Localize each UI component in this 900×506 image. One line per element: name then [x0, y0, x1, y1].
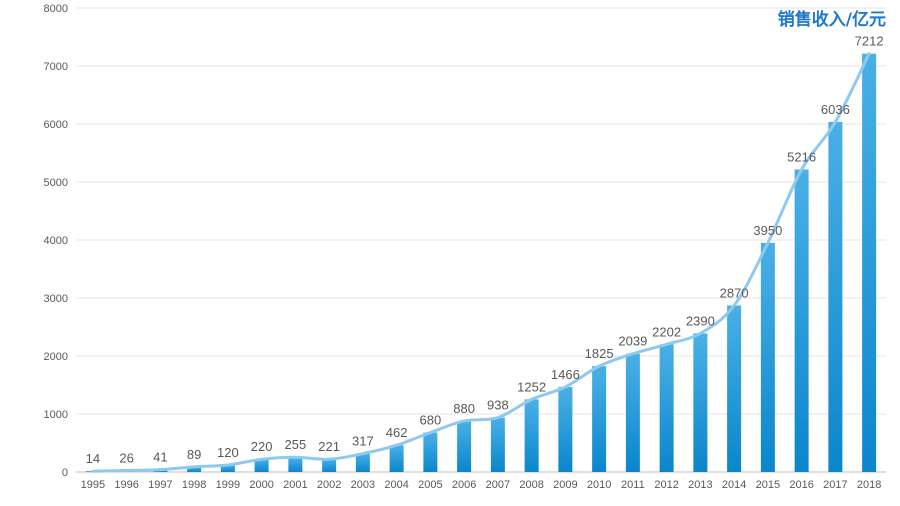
data-label-2010: 1825 — [585, 346, 614, 361]
bar-2009 — [558, 386, 573, 472]
y-tick-label: 8000 — [44, 3, 68, 15]
bar-2013 — [693, 333, 708, 472]
bar-2011 — [625, 353, 640, 472]
data-label-2000: 220 — [251, 439, 273, 454]
bar-2014 — [727, 305, 742, 472]
bar-2016 — [794, 169, 809, 473]
x-axis: 1995 1996 1997 1998 1999 2000 2001 2002 2003 2004… — [81, 479, 882, 491]
y-tick-label: 2000 — [44, 351, 68, 363]
bar-2017 — [828, 121, 843, 473]
trend-line — [91, 52, 871, 473]
y-axis: 0 1000 2000 3000 4000 5000 6000 7000 8000 — [44, 3, 886, 479]
x-tick-label: 2013 — [688, 479, 712, 491]
x-tick-label: 2006 — [452, 479, 476, 491]
data-label-1999: 120 — [217, 445, 239, 460]
x-tick-label: 2014 — [722, 479, 746, 491]
y-tick-label: 4000 — [44, 235, 68, 247]
x-tick-label: 2004 — [384, 479, 408, 491]
data-label-2016: 5216 — [787, 149, 816, 164]
data-label-2006: 880 — [453, 401, 475, 416]
bar-2018 — [862, 53, 877, 472]
data-label-2003: 317 — [352, 434, 374, 449]
x-tick-label: 1996 — [114, 479, 138, 491]
x-tick-label: 2000 — [249, 479, 273, 491]
data-label-1997: 41 — [153, 450, 167, 465]
bar-2005 — [423, 432, 438, 472]
x-tick-label: 2018 — [857, 479, 881, 491]
chart-legend-label: 销售收入/亿元 — [777, 10, 886, 30]
data-label-2009: 1466 — [551, 367, 580, 382]
bar-2006 — [457, 420, 472, 472]
data-label-2012: 2202 — [652, 324, 681, 339]
bar-2001 — [288, 457, 303, 472]
data-label-2005: 680 — [420, 413, 442, 428]
x-tick-label: 2017 — [823, 479, 847, 491]
x-tick-label: 2001 — [283, 479, 307, 491]
bar-2008 — [524, 399, 539, 472]
y-tick-label: 6000 — [44, 119, 68, 131]
data-label-2001: 255 — [285, 437, 307, 452]
x-tick-label: 2011 — [621, 479, 645, 491]
bar-2004 — [389, 445, 404, 472]
x-tick-label: 1995 — [81, 479, 105, 491]
x-tick-label: 2005 — [418, 479, 442, 491]
bar-2002 — [322, 459, 337, 472]
data-label-2008: 1252 — [517, 379, 546, 394]
bar-2015 — [760, 242, 775, 472]
y-tick-label: 0 — [62, 467, 68, 479]
data-label-2015: 3950 — [753, 223, 782, 238]
x-tick-label: 2002 — [317, 479, 341, 491]
data-labels: 14 26 41 89 120 220 255 221 317 462 680 880 938 1252 1… — [86, 34, 884, 466]
x-tick-label: 2008 — [519, 479, 543, 491]
bar-2007 — [490, 417, 505, 472]
x-tick-label: 2003 — [351, 479, 375, 491]
x-tick-label: 2015 — [756, 479, 780, 491]
x-tick-label: 1998 — [182, 479, 206, 491]
data-label-2011: 2039 — [618, 334, 647, 349]
y-tick-label: 1000 — [44, 409, 68, 421]
data-label-2013: 2390 — [686, 313, 715, 328]
data-label-2014: 2870 — [720, 286, 749, 301]
bar-2012 — [659, 344, 674, 472]
data-label-1995: 14 — [86, 451, 100, 466]
x-tick-label: 2009 — [553, 479, 577, 491]
x-tick-label: 2012 — [654, 479, 678, 491]
bar-2003 — [355, 453, 370, 472]
x-tick-label: 1999 — [216, 479, 240, 491]
x-tick-label: 2007 — [486, 479, 510, 491]
y-tick-label: 5000 — [44, 177, 68, 189]
bar-2000 — [254, 459, 269, 472]
bar-1998 — [187, 466, 202, 472]
data-label-1998: 89 — [187, 447, 201, 462]
trend-line-path — [91, 52, 871, 473]
x-tick-label: 2010 — [587, 479, 611, 491]
y-tick-label: 3000 — [44, 293, 68, 305]
bar-1999 — [220, 465, 235, 472]
y-tick-label: 7000 — [44, 61, 68, 73]
data-label-2018: 7212 — [855, 34, 884, 49]
bar-2010 — [592, 366, 607, 472]
data-label-1996: 26 — [119, 450, 133, 465]
x-tick-label: 2016 — [789, 479, 813, 491]
data-label-2002: 221 — [318, 439, 340, 454]
x-tick-label: 1997 — [148, 479, 172, 491]
data-label-2017: 6036 — [821, 102, 850, 117]
data-label-2007: 938 — [487, 398, 509, 413]
bars — [85, 53, 877, 473]
data-label-2004: 462 — [386, 425, 408, 440]
